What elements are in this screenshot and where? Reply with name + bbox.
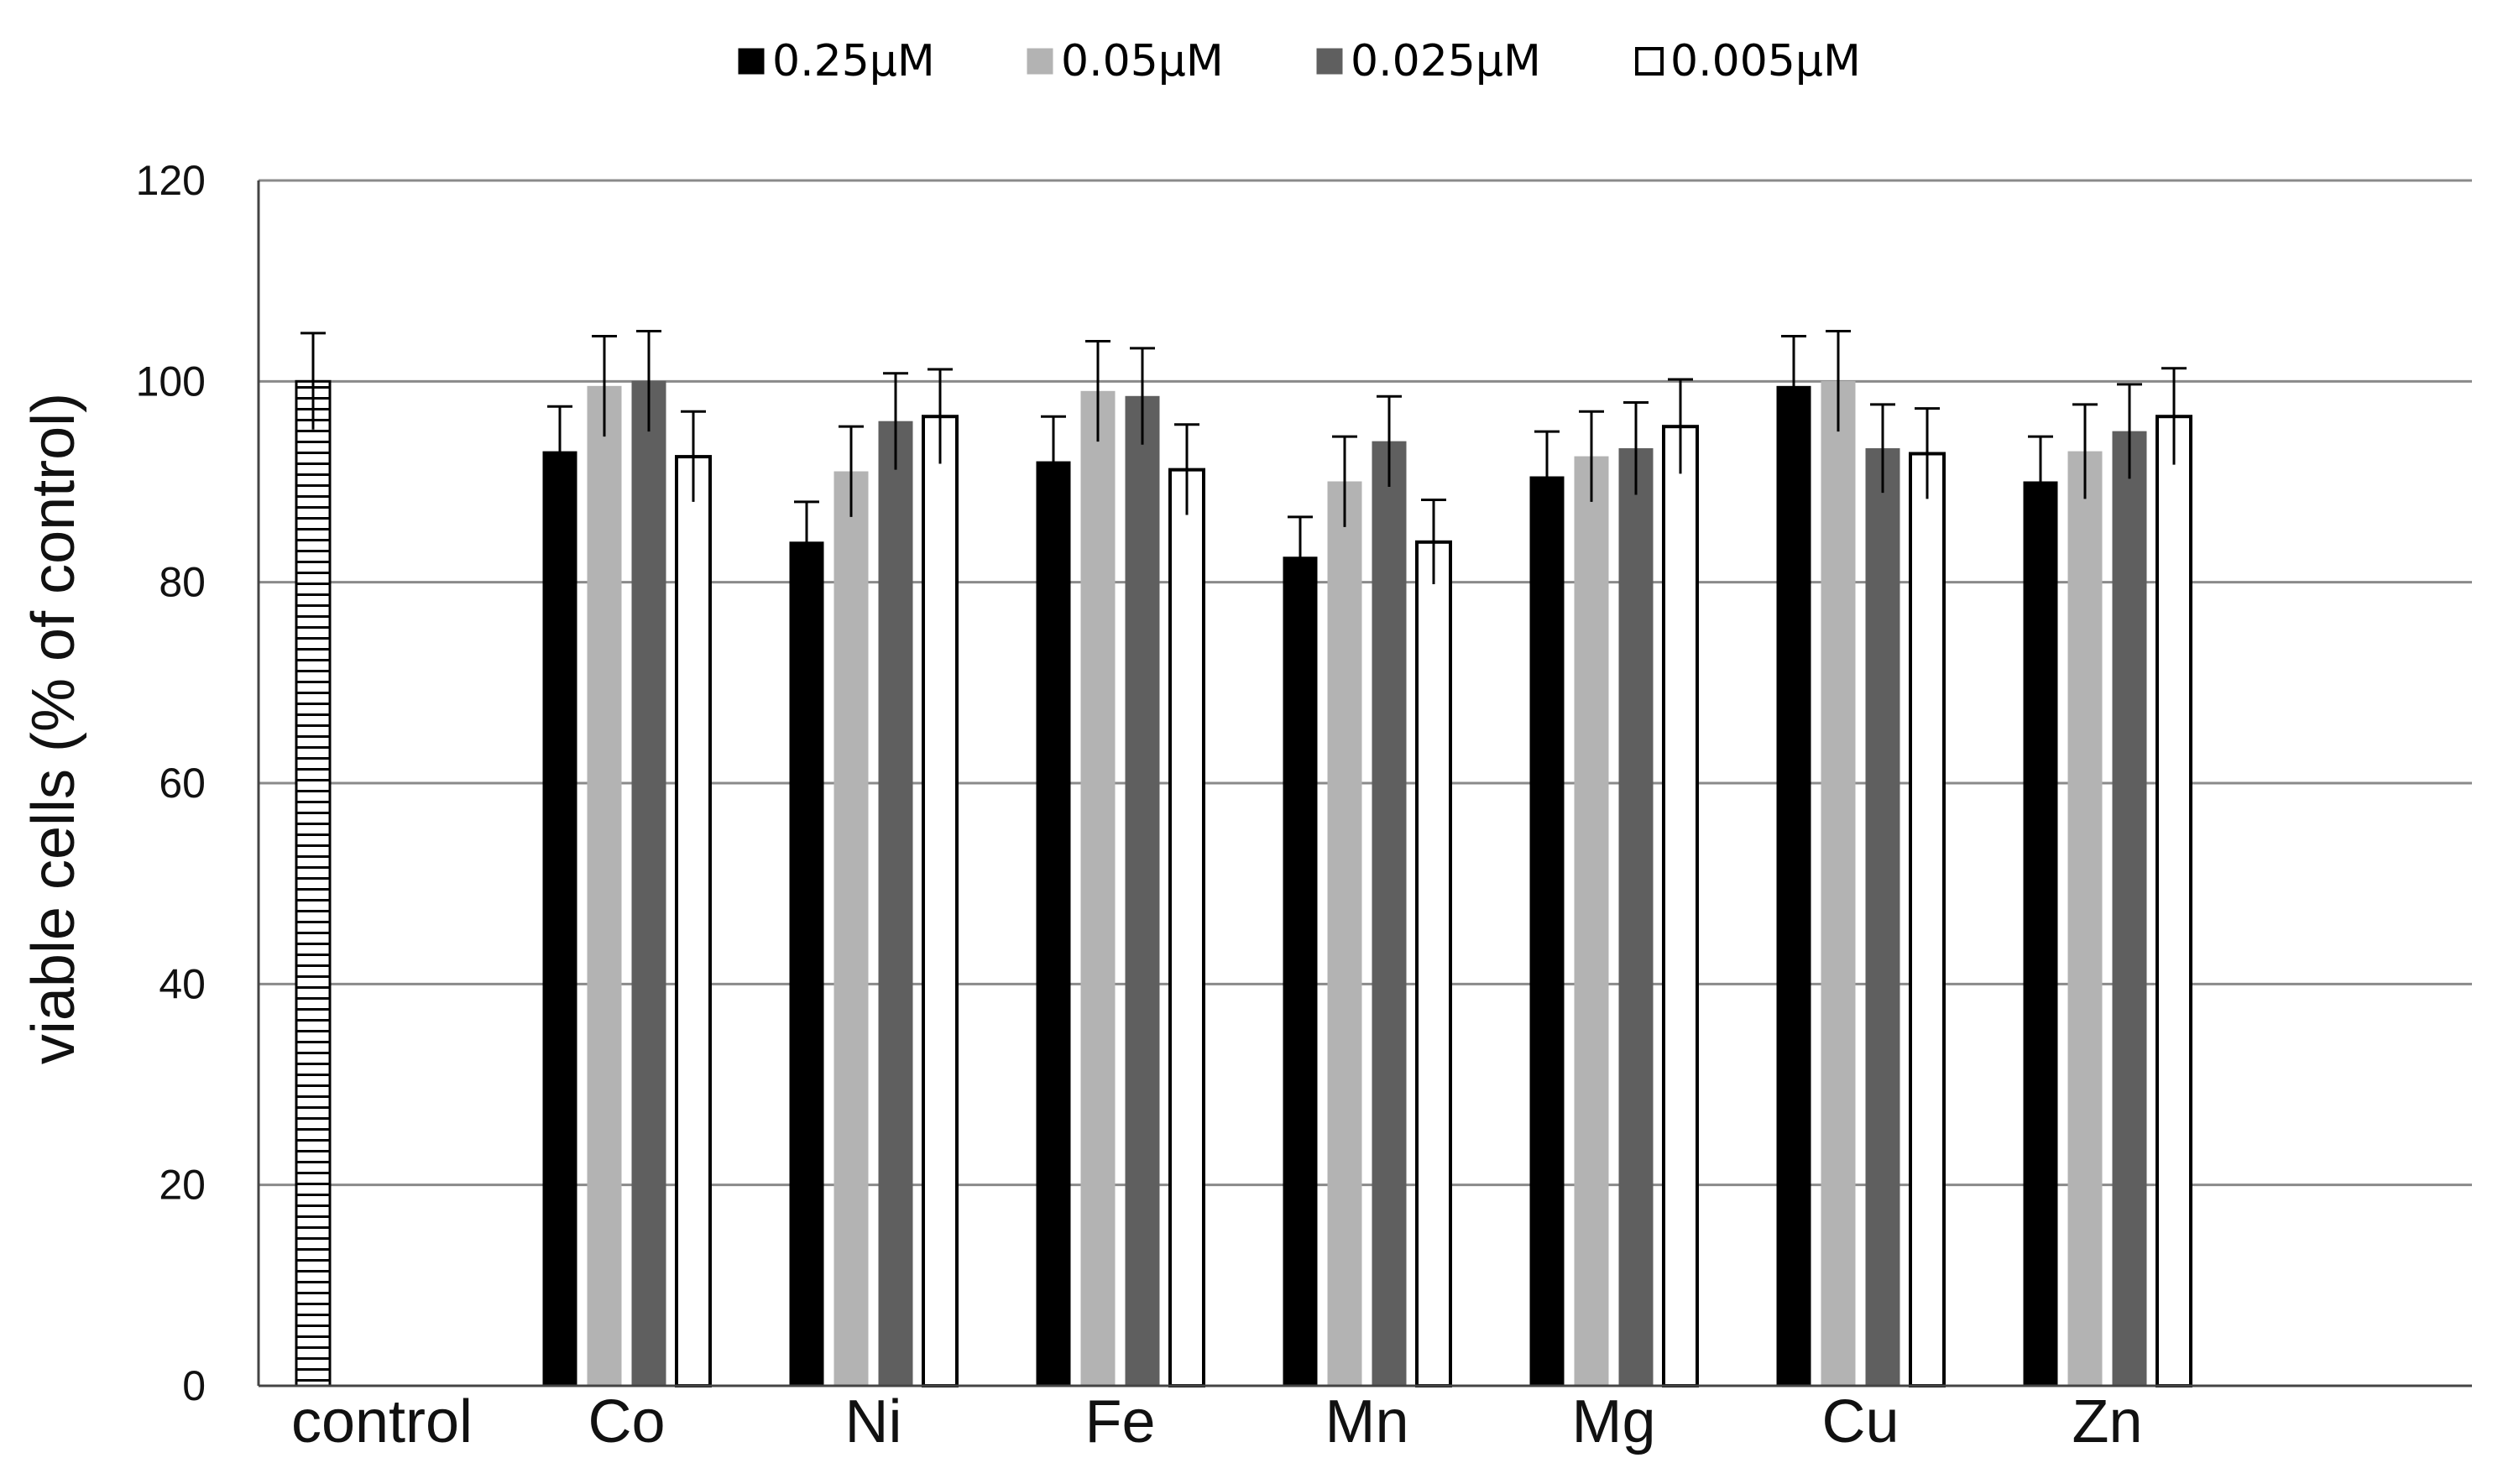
bar-co-series-0: [542, 451, 577, 1387]
bar-mg-series-3: [1662, 425, 1699, 1387]
bar-mg-series-0: [1529, 476, 1565, 1387]
bar-fe-series-0: [1036, 461, 1071, 1387]
x-tick-label-mg: Mg: [1571, 1388, 1655, 1455]
bar-zn-series-0: [2023, 481, 2058, 1387]
legend-swatch-2: [1316, 48, 1343, 75]
legend-label-1: 0.05µM: [1061, 36, 1224, 86]
bar-control: [295, 379, 332, 1387]
bar-cu-series-3: [1909, 452, 1946, 1388]
bar-ni-series-2: [878, 421, 913, 1387]
y-tick-label-40: 40: [159, 960, 206, 1007]
bar-zn-series-3: [2156, 415, 2192, 1387]
legend-label-0: 0.25µM: [772, 36, 935, 86]
bar-fe-series-2: [1125, 395, 1160, 1387]
x-tick-label-control: control: [291, 1388, 473, 1455]
bar-mn-series-0: [1283, 556, 1318, 1387]
x-tick-label-mn: Mn: [1325, 1388, 1408, 1455]
bar-fe-series-1: [1080, 390, 1116, 1387]
x-tick-label-ni: Ni: [845, 1388, 902, 1455]
y-tick-label-100: 100: [136, 358, 206, 405]
x-tick-label-zn: Zn: [2072, 1388, 2142, 1455]
legend-swatch-1: [1027, 48, 1053, 75]
legend-swatch-3: [1635, 47, 1664, 76]
x-tick-label-co: Co: [588, 1388, 665, 1455]
x-axis-labels: control Co Ni Fe Mn Mg Cu Zn: [291, 1388, 2143, 1455]
y-tick-label-60: 60: [159, 760, 206, 807]
bar-mn-series-3: [1415, 540, 1452, 1387]
error-bars: [300, 330, 2187, 598]
bar-mg-series-1: [1574, 456, 1609, 1387]
bar-fe-series-3: [1168, 468, 1205, 1387]
y-axis-label: viable cells (% of control): [20, 393, 87, 1064]
bar-cu-series-0: [1776, 385, 1811, 1387]
legend-swatch-0: [738, 48, 765, 75]
legend: 0.25µM 0.05µM 0.025µM 0.005µM: [738, 36, 1861, 86]
y-tick-label-120: 120: [136, 157, 206, 204]
bar-co-series-3: [675, 455, 712, 1387]
y-tick-label-20: 20: [159, 1162, 206, 1209]
bar-mn-series-1: [1327, 481, 1362, 1387]
y-tick-label-0: 0: [182, 1362, 206, 1409]
y-axis-ticks: 0 20 40 60 80 100 120: [136, 157, 206, 1409]
bar-co-series-2: [631, 380, 666, 1387]
bar-ni-series-1: [833, 471, 869, 1387]
bar-zn-series-1: [2067, 451, 2103, 1387]
legend-label-2: 0.025µM: [1351, 36, 1541, 86]
y-tick-label-80: 80: [159, 559, 206, 606]
bar-zn-series-2: [2112, 431, 2147, 1387]
x-tick-label-fe: Fe: [1084, 1388, 1155, 1455]
bar-mg-series-2: [1618, 448, 1654, 1387]
bar-ni-series-0: [789, 541, 824, 1387]
bars: [295, 379, 2192, 1388]
legend-label-3: 0.005µM: [1670, 36, 1861, 86]
bar-mn-series-2: [1372, 441, 1407, 1387]
bar-cu-series-1: [1821, 380, 1856, 1387]
bar-cu-series-2: [1865, 448, 1900, 1387]
bar-co-series-1: [587, 385, 622, 1387]
x-tick-label-cu: Cu: [1821, 1388, 1899, 1455]
bar-ni-series-3: [922, 415, 959, 1387]
gridlines: [259, 179, 2472, 1187]
